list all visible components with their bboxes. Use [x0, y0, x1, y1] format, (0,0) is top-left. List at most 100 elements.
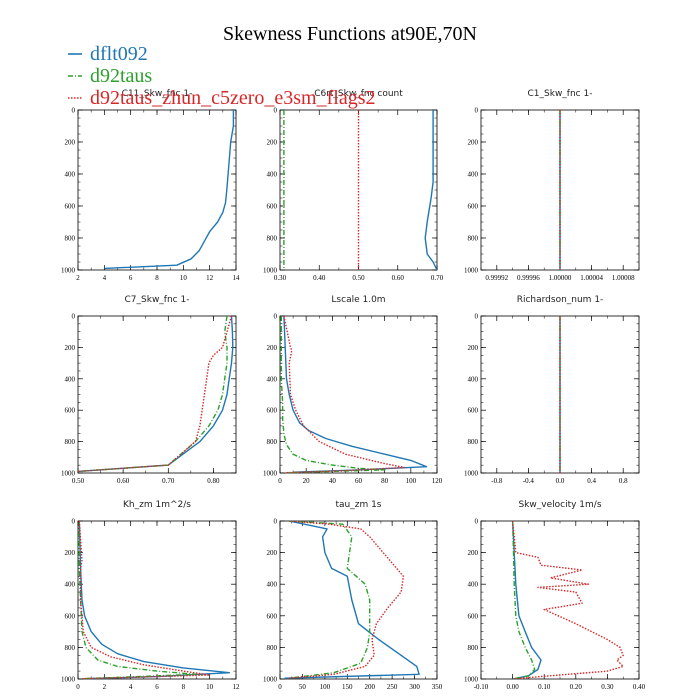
y-tick-label: 600: [65, 612, 76, 620]
y-tick-label: 200: [267, 549, 278, 557]
y-tick-label: 600: [65, 203, 76, 211]
panel-5: Lscale 1.0m 0 20 40 60 80 100 120 0 200 400 600 800 1…: [263, 295, 443, 485]
y-tick-label: 200: [468, 344, 479, 352]
legend: dflt092d92tausd92taus_zhun_c5zero_e3sm_f…: [68, 43, 375, 109]
y-tick-label: 400: [468, 581, 479, 589]
series-line-dflt092: [283, 316, 428, 473]
y-tick-label: 0: [72, 313, 76, 321]
x-tick-label: 6: [129, 274, 133, 282]
y-tick-label: 600: [267, 203, 278, 211]
y-tick-label: 0: [274, 107, 278, 115]
y-tick-label: 200: [267, 139, 278, 147]
x-tick-label: 200: [364, 683, 375, 691]
series-line-d92taus: [511, 521, 536, 679]
x-tick-label: 0.50: [352, 274, 365, 282]
panel-frame: [279, 315, 438, 474]
y-tick-label: 200: [468, 549, 479, 557]
x-tick-label: -0.8: [491, 477, 503, 485]
x-tick-label: 0.99996: [517, 274, 540, 282]
panel-frame: [279, 520, 438, 680]
y-tick-label: 800: [267, 235, 278, 243]
x-tick-label: 0.99992: [485, 274, 508, 282]
x-tick-label: 0.70: [431, 274, 444, 282]
x-tick-label: 0.40: [313, 274, 326, 282]
y-tick-label: 800: [267, 438, 278, 446]
series-line-dflt092: [424, 110, 437, 270]
y-tick-label: 1000: [61, 267, 76, 275]
y-tick-label: 800: [468, 644, 479, 652]
y-tick-label: 0: [72, 518, 76, 526]
y-tick-label: 800: [468, 438, 479, 446]
x-tick-label: 6: [155, 683, 159, 691]
y-tick-label: 400: [267, 375, 278, 383]
panel-4: C7_Skw_fnc 1- 0.50 0.60 0.70 0.80 0 200 400 600 8…: [61, 295, 237, 485]
x-tick-label: 0.60: [117, 477, 130, 485]
x-tick-label: 0.30: [601, 683, 614, 691]
y-tick-label: 1000: [263, 676, 278, 684]
x-tick-label: 2: [103, 683, 107, 691]
x-tick-label: 150: [342, 683, 353, 691]
y-tick-label: 1000: [464, 267, 479, 275]
legend-item: dflt092: [68, 43, 148, 65]
panel-6: Richardson_num 1- -0.8 -0.4 0.0 0.4 0.8 0 200 40…: [464, 295, 640, 485]
panel-frame: [77, 315, 237, 474]
y-tick-label: 800: [65, 438, 76, 446]
figure-title: Skewness Functions at90E,70N: [223, 23, 477, 45]
x-tick-label: 1.00004: [580, 274, 603, 282]
y-tick-label: 400: [267, 171, 278, 179]
y-tick-label: 400: [267, 581, 278, 589]
x-tick-label: 8: [155, 274, 159, 282]
legend-label: dflt092: [90, 43, 148, 65]
series-line-dflt092: [104, 110, 235, 270]
x-tick-label: 12: [233, 683, 241, 691]
series-line-d92taus-zhun-c5zero-e3sm-flags2: [78, 521, 211, 679]
y-tick-label: 200: [468, 139, 479, 147]
series-line-d92taus: [78, 521, 198, 679]
panel-frame: [480, 520, 640, 680]
panel-title: C7_Skw_fnc 1-: [125, 295, 190, 305]
y-tick-label: 200: [65, 549, 76, 557]
series-line-dflt092: [284, 521, 420, 679]
y-tick-label: 800: [267, 644, 278, 652]
y-tick-label: 600: [468, 407, 479, 415]
series-line-d92taus: [288, 521, 371, 679]
panel-title: C1_Skw_fnc 1-: [528, 89, 593, 99]
x-tick-label: 0.0: [556, 477, 565, 485]
series-line-d92taus-zhun-c5zero-e3sm-flags2: [511, 521, 624, 679]
x-tick-label: 0.8: [619, 477, 628, 485]
y-tick-label: 1000: [263, 470, 278, 478]
x-tick-label: 300: [409, 683, 420, 691]
series-line-d92taus-zhun-c5zero-e3sm-flags2: [283, 316, 405, 473]
y-tick-label: 800: [468, 235, 479, 243]
y-tick-label: 0: [72, 107, 76, 115]
series-line-dflt092: [511, 521, 542, 679]
y-tick-label: 600: [468, 612, 479, 620]
y-tick-label: 1000: [61, 676, 76, 684]
x-tick-label: 0.4: [587, 477, 596, 485]
series-line-d92taus-zhun-c5zero-e3sm-flags2: [78, 316, 233, 473]
x-tick-label: 0.50: [72, 477, 85, 485]
y-tick-label: 600: [65, 407, 76, 415]
panel-title: tau_zm 1s: [335, 500, 381, 510]
x-tick-label: 0.60: [392, 274, 405, 282]
legend-label: d92taus_zhun_c5zero_e3sm_flags2: [90, 87, 375, 109]
x-tick-label: 10: [206, 683, 214, 691]
x-tick-label: 0.10: [538, 683, 551, 691]
y-tick-label: 0: [274, 518, 278, 526]
x-tick-label: 350: [432, 683, 443, 691]
y-tick-label: 600: [468, 203, 479, 211]
x-tick-label: 250: [387, 683, 398, 691]
panel-3: C1_Skw_fnc 1- 0.99992 0.99996 1.00000 1.0000…: [464, 89, 640, 282]
x-tick-label: 60: [355, 477, 363, 485]
y-tick-label: 1000: [61, 470, 76, 478]
y-tick-label: 200: [65, 344, 76, 352]
panel-title: Skw_velocity 1m/s: [518, 500, 601, 510]
panel-1: C11_Skw_fnc 1- 2 4 6 8 10 12 14 0 200 400 600 800 100…: [61, 89, 240, 282]
x-tick-label: 0.40: [633, 683, 646, 691]
panel-frame: [77, 109, 237, 271]
y-tick-label: 0: [274, 313, 278, 321]
x-tick-label: 50: [299, 683, 307, 691]
y-tick-label: 1000: [464, 676, 479, 684]
x-tick-label: 1.00000: [549, 274, 572, 282]
